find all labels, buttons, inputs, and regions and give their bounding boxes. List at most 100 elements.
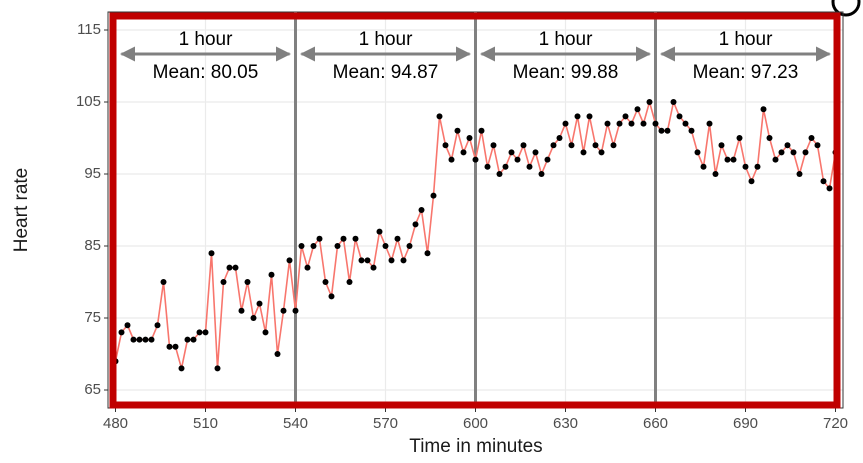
- data-point: [412, 221, 419, 228]
- data-point: [628, 120, 635, 127]
- data-point: [256, 300, 263, 307]
- data-point: [460, 149, 467, 156]
- data-point: [316, 235, 323, 242]
- x-tick-label: 630: [553, 415, 578, 432]
- data-point: [550, 142, 557, 149]
- mean-label: Mean: 99.88: [513, 62, 619, 83]
- y-axis-title: Heart rate: [11, 168, 32, 252]
- data-point: [688, 127, 695, 134]
- data-point: [634, 106, 641, 113]
- data-point: [364, 257, 371, 264]
- data-point: [472, 156, 479, 163]
- data-point: [166, 343, 173, 350]
- data-point: [622, 113, 629, 120]
- data-point: [346, 279, 353, 285]
- data-point: [430, 192, 437, 199]
- data-point: [418, 207, 425, 213]
- data-point: [724, 156, 731, 163]
- data-point: [250, 315, 257, 321]
- span-label: 1 hour: [719, 29, 774, 50]
- data-point: [730, 156, 737, 163]
- data-point: [502, 163, 509, 170]
- data-point: [658, 127, 665, 134]
- data-point: [646, 99, 653, 105]
- data-point: [742, 163, 749, 170]
- span-label: 1 hour: [359, 29, 414, 50]
- data-point: [490, 142, 497, 149]
- data-point: [544, 156, 551, 163]
- data-point: [814, 142, 821, 149]
- data-point: [358, 257, 365, 264]
- mean-label: Mean: 80.05: [153, 62, 259, 83]
- y-tick-label: 85: [84, 237, 101, 254]
- data-point: [382, 243, 389, 249]
- data-point: [400, 257, 407, 264]
- data-point: [766, 135, 773, 141]
- data-point: [340, 235, 347, 242]
- data-point: [484, 163, 491, 170]
- data-point: [466, 135, 473, 141]
- data-point: [310, 243, 317, 249]
- data-point: [568, 142, 575, 149]
- data-point: [706, 120, 713, 127]
- x-tick-label: 570: [373, 415, 398, 432]
- data-point: [508, 149, 515, 156]
- data-point: [142, 336, 149, 343]
- data-point: [754, 163, 761, 170]
- data-point: [454, 127, 461, 134]
- data-point: [130, 336, 137, 343]
- data-point: [652, 120, 659, 127]
- data-point: [178, 365, 185, 372]
- data-point: [796, 171, 803, 177]
- x-tick-label: 660: [643, 415, 668, 432]
- data-point: [232, 264, 239, 271]
- zoom-icon[interactable]: [831, 0, 861, 17]
- data-point: [664, 127, 671, 134]
- data-point: [700, 163, 707, 170]
- data-point: [610, 142, 617, 149]
- x-tick-label: 690: [733, 415, 758, 432]
- y-tick-label: 75: [84, 309, 101, 326]
- data-point: [526, 163, 533, 170]
- data-point: [196, 329, 203, 336]
- data-point: [274, 351, 281, 357]
- data-point: [280, 307, 287, 314]
- data-point: [394, 235, 401, 242]
- data-point: [202, 329, 209, 336]
- data-point: [532, 149, 539, 156]
- data-point: [376, 228, 383, 235]
- x-tick-label: 510: [193, 415, 218, 432]
- data-point: [214, 365, 221, 372]
- data-point: [574, 113, 581, 120]
- data-point: [448, 156, 455, 163]
- data-point: [262, 329, 269, 336]
- data-point: [496, 171, 503, 177]
- data-point: [604, 120, 611, 127]
- data-point: [514, 156, 521, 163]
- data-point: [712, 171, 719, 177]
- span-label: 1 hour: [539, 29, 594, 50]
- x-tick-label: 480: [103, 415, 128, 432]
- data-point: [760, 106, 767, 113]
- data-point: [388, 257, 395, 264]
- data-point: [298, 243, 305, 249]
- data-point: [160, 279, 167, 285]
- data-point: [802, 149, 809, 156]
- data-point: [424, 250, 431, 257]
- data-point: [520, 142, 527, 149]
- data-point: [616, 120, 623, 127]
- data-point: [322, 279, 329, 285]
- data-point: [670, 99, 677, 105]
- data-point: [562, 120, 569, 127]
- x-tick-label: 720: [823, 415, 848, 432]
- data-point: [118, 329, 125, 336]
- data-point: [820, 178, 827, 185]
- highlight-box: [109, 12, 841, 409]
- data-point: [226, 264, 233, 271]
- data-point: [538, 171, 545, 177]
- data-point: [184, 336, 191, 343]
- data-point: [352, 235, 359, 242]
- y-tick-label: 105: [76, 93, 101, 110]
